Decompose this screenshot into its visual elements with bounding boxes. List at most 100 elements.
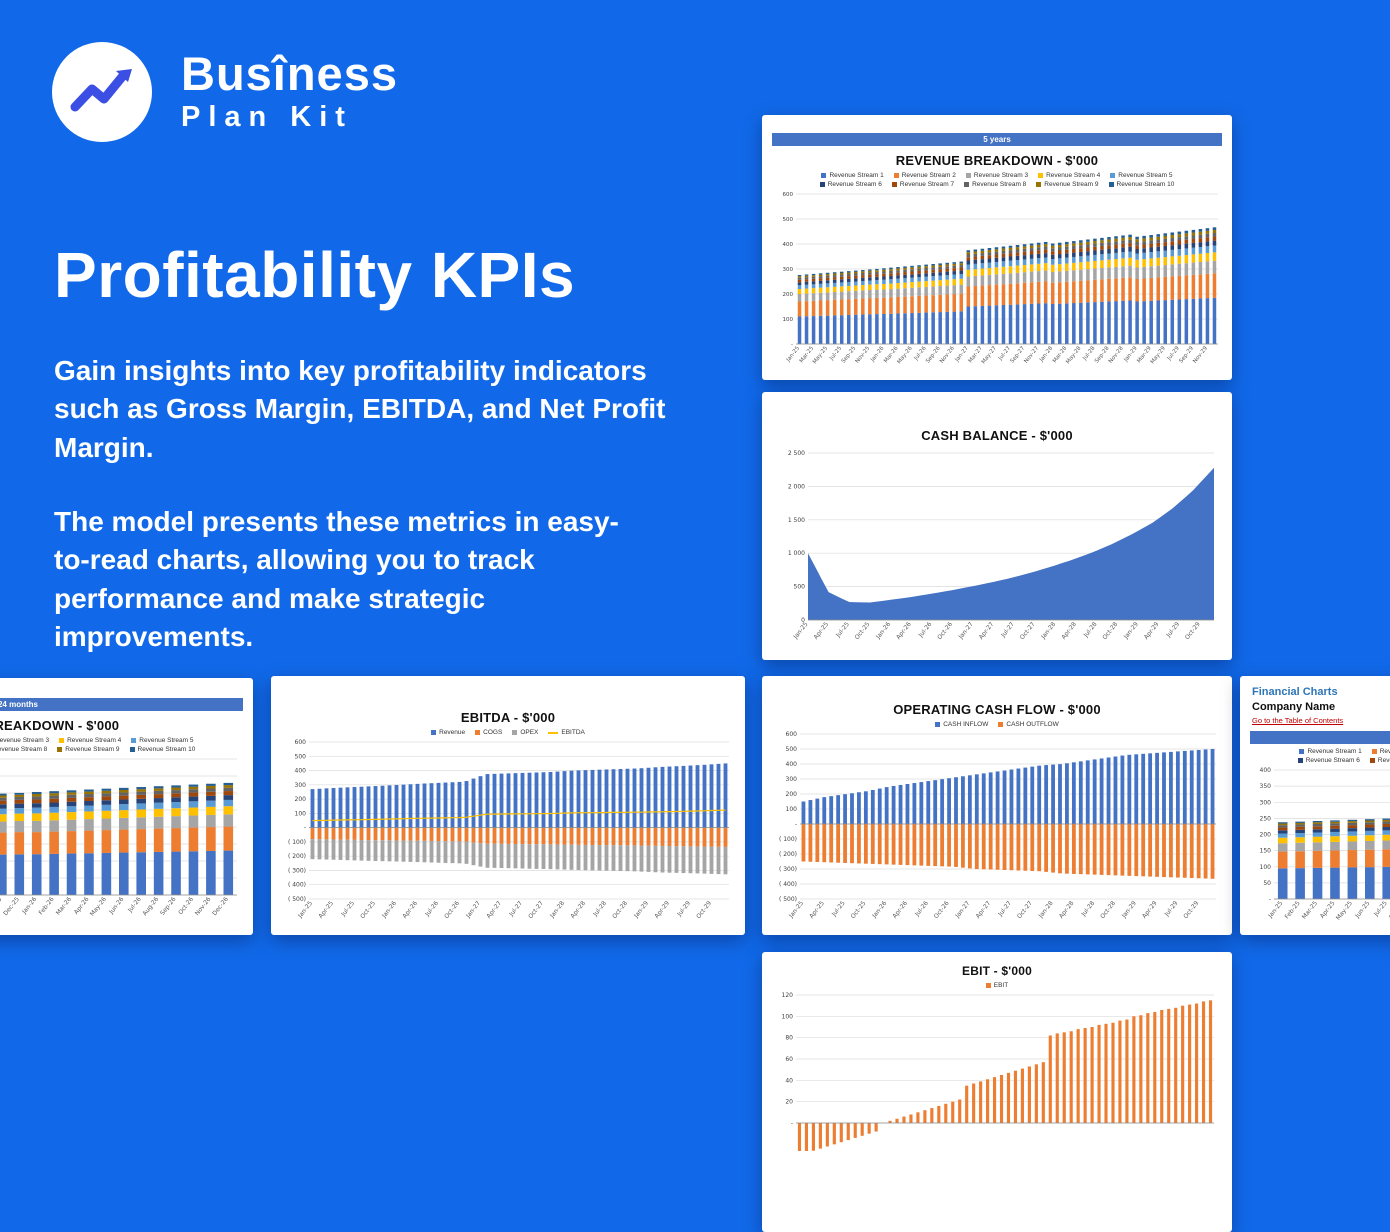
legend-item: Revenue Stream 6 [1297,757,1360,764]
cash-balance-card: CASH BALANCE - $'000 2 500 2 000 1 500 1 00… [762,392,1232,660]
svg-text:( 400): ( 400) [779,881,797,888]
legend-item: Revenue Stream 5 [131,737,194,744]
svg-text:300: 300 [295,782,307,789]
page: { "colors": { "background": "#1169E9", "… [0,42,1390,1232]
svg-text:( 300): ( 300) [288,868,306,875]
svg-text:( 500): ( 500) [288,896,306,903]
legend-label: OPEX [520,729,539,736]
legend-item: Revenue Stream 9 [57,746,120,753]
svg-text:Jul-29: Jul-29 [1165,621,1182,640]
svg-text:-: - [791,1120,793,1127]
intro-paragraph-1: Gain insights into key profitability ind… [54,355,666,463]
svg-text:Jul-26: Jul-26 [913,900,930,919]
svg-text:( 500): ( 500) [779,896,797,903]
svg-text:400: 400 [786,761,798,768]
legend-item: Revenue Stream 1 [821,172,884,179]
brand-name: Busîness Plan Kit [181,50,398,134]
legend-item: Revenue Stream 8 [0,746,47,753]
svg-text:Apr-28: Apr-28 [1060,621,1078,641]
svg-text:Jul-29: Jul-29 [1163,900,1180,919]
svg-text:Jul-26: Jul-26 [126,896,143,915]
svg-text:Jul-26: Jul-26 [917,621,934,640]
legend-swatch [1369,758,1375,763]
brand-name-line1: Busîness [181,47,398,100]
legend-label: Revenue Stream 6 [1305,757,1360,764]
legend-item: EBIT [985,982,1008,989]
legend-swatch [1038,173,1044,178]
legend-item: Revenue Stream 4 [59,737,121,744]
svg-text:300: 300 [786,776,798,783]
svg-text:120: 120 [782,992,794,999]
company-name: Company Name [1252,701,1336,713]
legend-label: Revenue Stream 9 [65,746,120,753]
legend-item: CASH OUTFLOW [998,721,1059,728]
svg-text:Jul-25: Jul-25 [834,621,851,640]
svg-text:Jan-28: Jan-28 [1039,621,1057,641]
legend-label: Revenue Stream 10 [1116,181,1175,188]
chart-period-banner [1250,731,1390,744]
legend-item: Revenue Stream 3 [965,172,1028,179]
chart-period-banner: 5 years [772,133,1222,146]
svg-text:600: 600 [783,192,794,198]
svg-text:500: 500 [295,753,307,760]
svg-text:80: 80 [785,1035,793,1042]
svg-text:50: 50 [1263,880,1271,887]
svg-text:200: 200 [1260,832,1272,839]
svg-text:Oct-26: Oct-26 [177,896,195,916]
legend-item: Revenue Stream 2 [1371,748,1390,755]
legend-label: Revenue Stream 2 [1379,748,1390,755]
legend-swatch [935,722,941,727]
svg-text:Oct-29: Oct-29 [1184,621,1202,641]
chart-plot: 2 500 2 000 1 500 1 000 500 0 Jan-25 Apr-25 Jul-… [770,447,1224,654]
svg-text:( 400): ( 400) [288,882,306,889]
legend-swatch [985,983,991,988]
legend-label: Revenue Stream 5 [139,737,194,744]
svg-text:400: 400 [295,768,307,775]
chart-plot: 120 100 80 60 40 20 - [770,991,1224,1155]
svg-text:Apr-26: Apr-26 [895,621,913,641]
svg-text:Apr-26: Apr-26 [401,900,419,920]
svg-text:Nov-26: Nov-26 [194,896,213,917]
svg-text:( 300): ( 300) [779,866,797,873]
legend-label: Revenue Stream 1 [1307,748,1362,755]
table-of-contents-link[interactable]: Go to the Table of Contents [1252,716,1344,725]
legend-swatch [1108,182,1114,187]
legend-item: Revenue Stream 6 [819,181,882,188]
chart-plot: 600 500 400 300 200 100 - ( 100) ( 200) ( 300) ( 4… [279,738,737,929]
svg-text:May-25: May-25 [1335,900,1354,922]
svg-text:Apr-27: Apr-27 [485,900,503,920]
svg-text:Nov-26: Nov-26 [939,345,956,365]
svg-text:Nov-27: Nov-27 [1023,345,1040,365]
svg-text:-: - [304,825,306,832]
svg-text:Oct-25: Oct-25 [854,621,872,641]
legend-item: OPEX [512,729,538,736]
svg-text:Dec-26: Dec-26 [211,896,230,917]
svg-text:200: 200 [783,292,794,298]
chart-title: OPERATING CASH FLOW - $'000 [893,702,1101,717]
legend-item: Revenue Stream 4 [1038,172,1100,179]
svg-text:350: 350 [1260,783,1272,790]
svg-text:100: 100 [782,1013,794,1020]
legend-label: Revenue Stream 7 [899,181,955,188]
legend-item: Revenue Stream 1 [1299,748,1362,755]
legend-label: Revenue Stream 3 [0,737,50,744]
svg-text:600: 600 [295,739,307,746]
svg-text:Jan-29: Jan-29 [632,900,650,920]
svg-text:Jul-27: Jul-27 [996,900,1013,919]
svg-text:Apr-25: Apr-25 [808,900,826,920]
svg-text:Jan-26: Jan-26 [380,900,398,920]
svg-text:Sep-26: Sep-26 [159,896,178,917]
svg-text:Apr-25: Apr-25 [317,900,335,920]
svg-text:Apr-27: Apr-27 [975,900,993,920]
svg-text:Jan-27: Jan-27 [954,900,972,920]
legend-label: Revenue Stream 8 [972,181,1027,188]
svg-text:Jan-28: Jan-28 [548,900,566,920]
svg-text:Jul-27: Jul-27 [999,621,1016,640]
svg-text:Oct-28: Oct-28 [611,900,629,920]
svg-text:Apr-28: Apr-28 [569,900,587,920]
svg-text:500: 500 [794,584,806,591]
svg-text:1 000: 1 000 [788,550,805,557]
svg-text:2 000: 2 000 [788,483,805,490]
svg-text:Apr-27: Apr-27 [978,621,996,641]
legend-swatch [893,173,899,178]
